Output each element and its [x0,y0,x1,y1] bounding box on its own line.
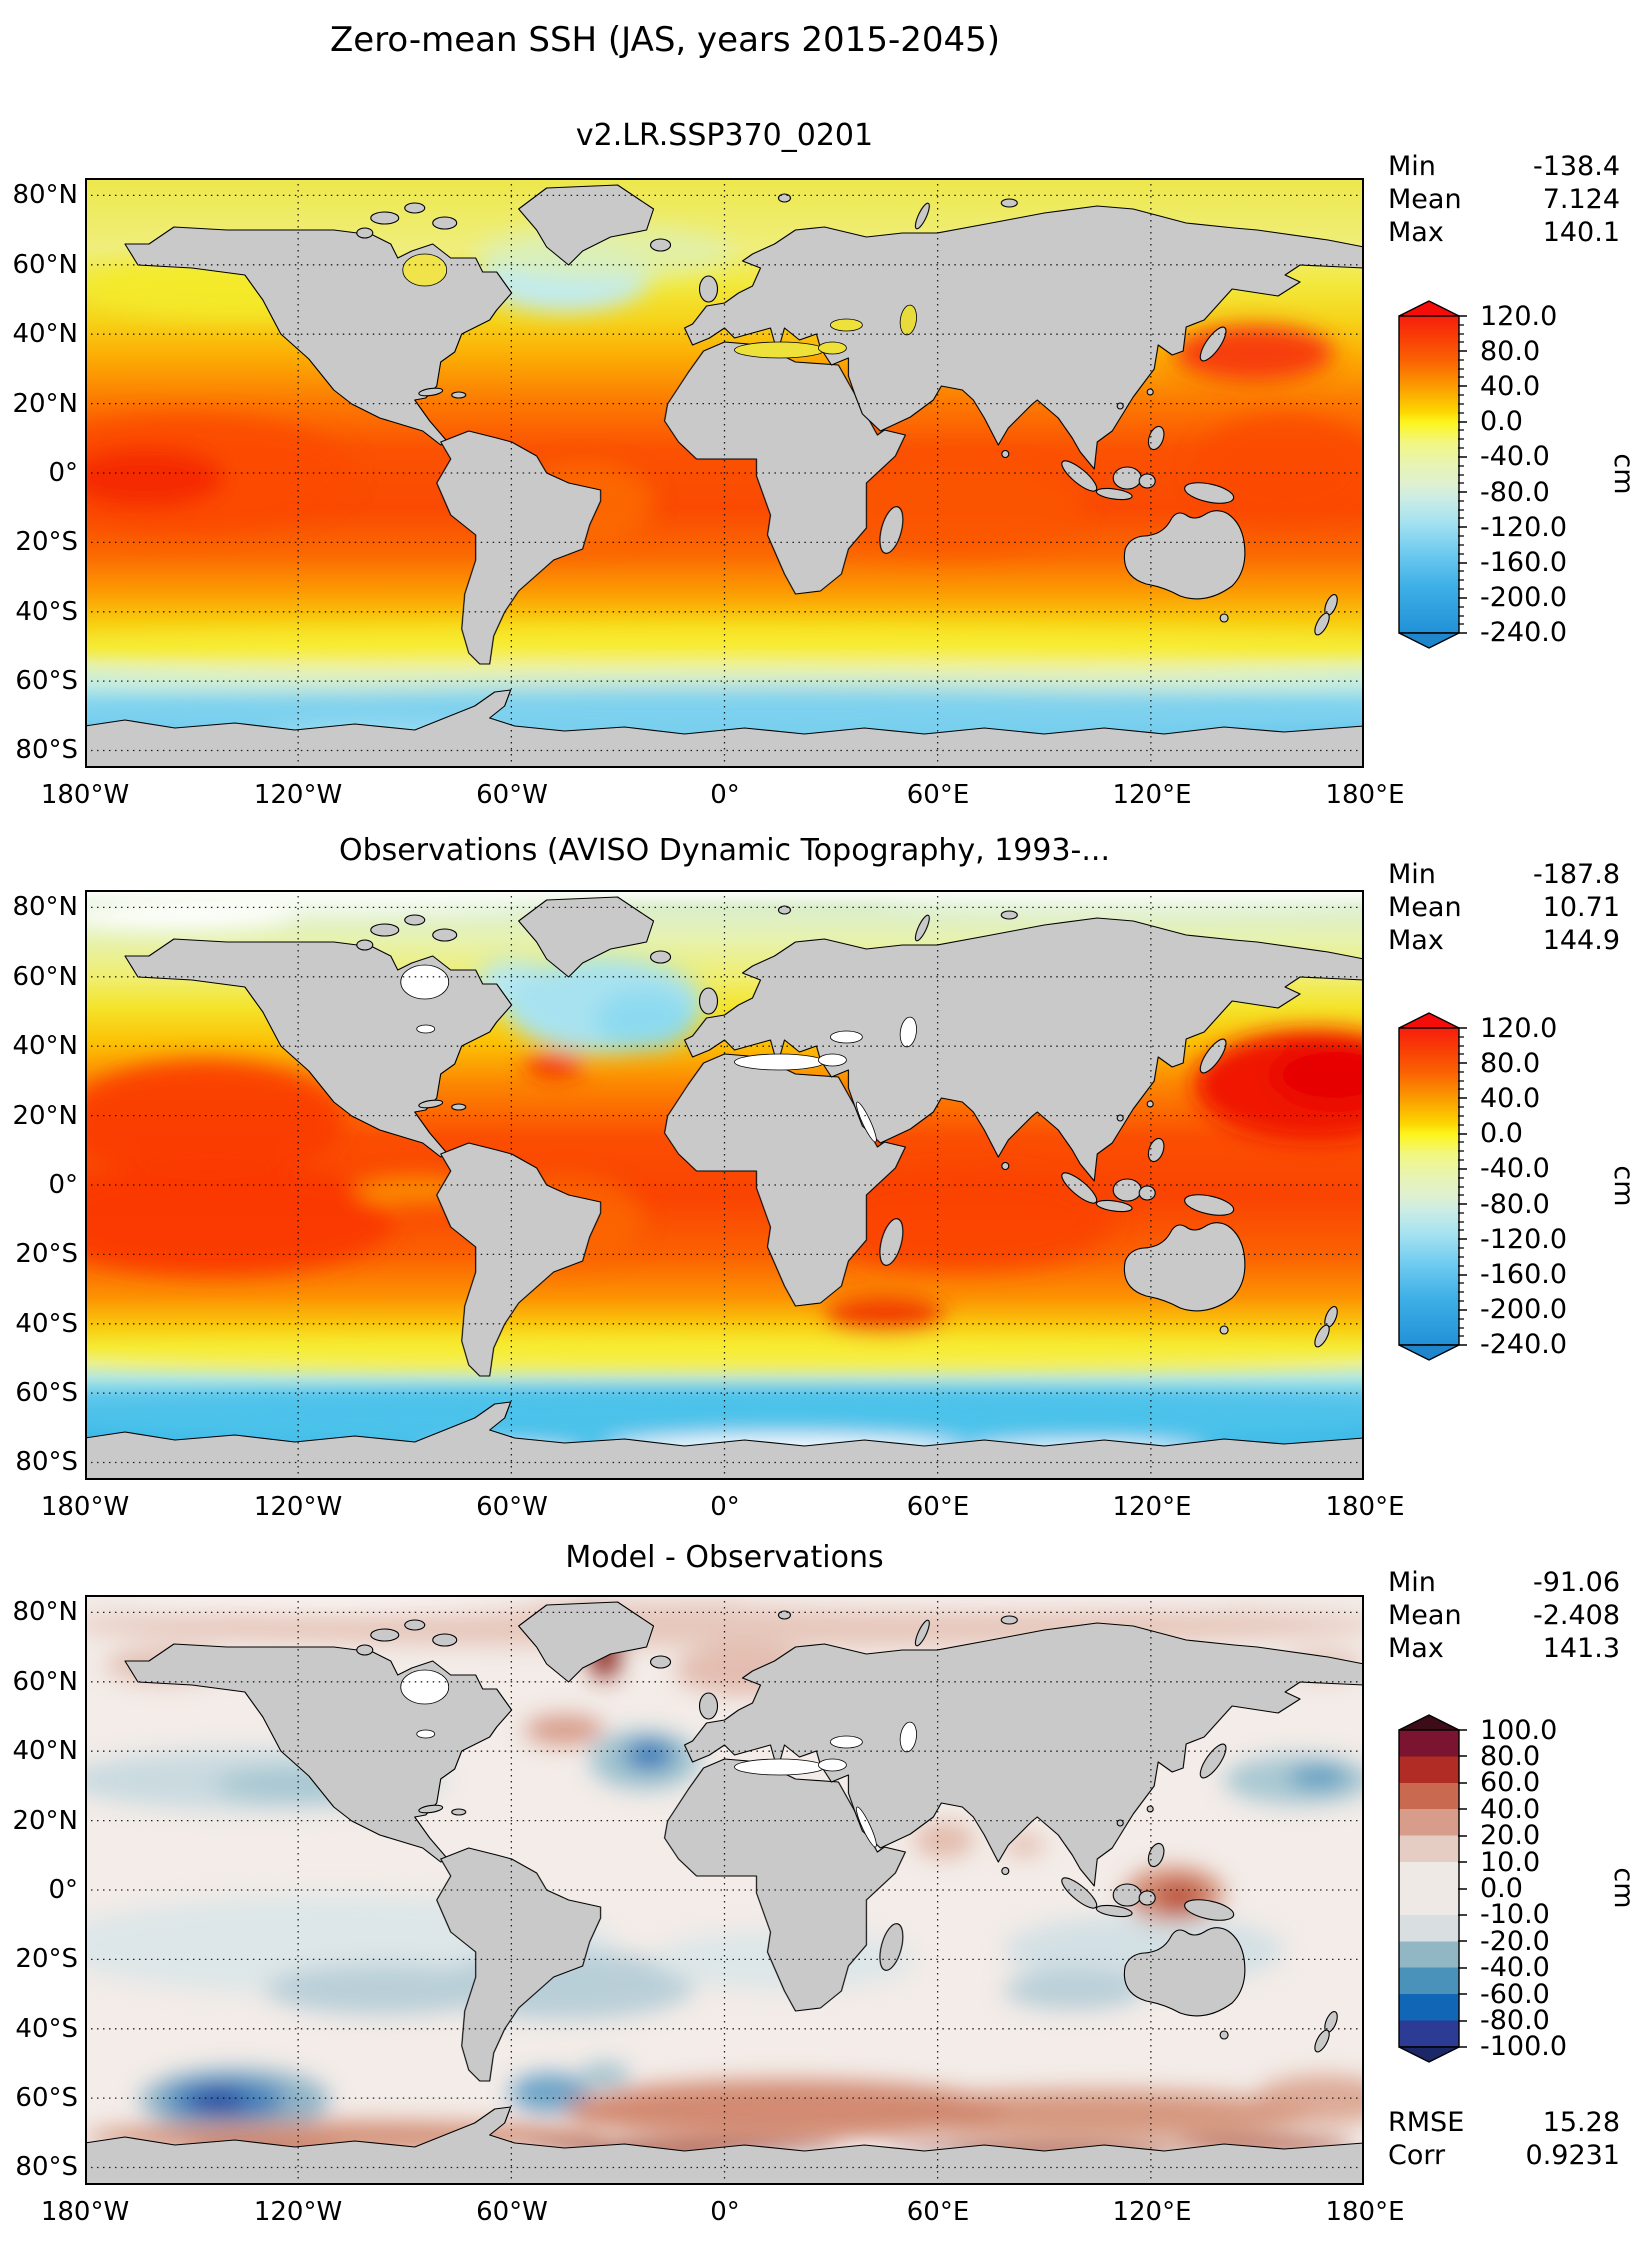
stat-value: -2.408 [1532,1600,1620,1631]
colorbar-model [1398,300,1467,649]
x-tick: 60°E [906,2197,970,2227]
x-tick: 180°E [1325,2197,1405,2227]
figure-title: Zero-mean SSH (JAS, years 2015-2045) [329,20,1001,60]
metric-value: 0.9231 [1525,2140,1620,2171]
stat-label: Mean [1388,184,1462,215]
stat-label: Max [1388,925,1444,956]
map-frame [85,1595,1364,2185]
y-tick: 20°S [15,1239,78,1269]
stats-model: Min -138.4 Mean 7.124 Max 140.1 [1388,150,1620,249]
inland-seas [400,964,917,1143]
stat-label: Max [1388,217,1444,248]
stat-value: -187.8 [1532,859,1620,890]
ssh-map-observations [85,890,1364,1480]
y-tick: 80°S [15,2152,78,2182]
panel-diff-title: Model - Observations [565,1540,884,1575]
y-tick: 60°N [12,250,78,280]
x-tick: 60°W [476,780,548,810]
colorbar-observations [1398,1012,1467,1361]
y-tick: 20°N [12,389,78,419]
x-tick: 120°W [253,780,343,810]
stat-value: 141.3 [1542,1633,1620,1664]
metric-label: Corr [1388,2140,1446,2171]
ssh-map-difference [85,1595,1364,2185]
stat-value: 140.1 [1542,217,1620,248]
x-tick: 120°W [253,2197,343,2227]
x-tick: 60°W [476,1492,548,1522]
ssh-map-model [85,178,1364,768]
y-tick: 80°S [15,735,78,765]
stat-label: Mean [1388,1600,1462,1631]
colorbar-model-labels: 120.0 80.0 40.0 0.0 -40.0 -80.0 -120.0 -… [1480,300,1568,649]
y-tick: 40°N [12,1031,78,1061]
x-tick: 0° [710,1492,740,1522]
x-tick: 180°E [1325,780,1405,810]
y-tick: 0° [48,458,78,488]
map-frame [85,178,1364,768]
y-tick: 40°N [12,1736,78,1766]
stats-difference: Min -91.06 Mean -2.408 Max 141.3 [1388,1566,1620,1665]
y-tick: 0° [48,1875,78,1905]
y-tick: 20°S [15,1944,78,1974]
x-tick: 180°W [40,2197,130,2227]
y-tick: 60°S [15,1378,78,1408]
y-tick: 80°S [15,1447,78,1477]
y-tick: 0° [48,1170,78,1200]
x-tick: 60°E [906,780,970,810]
x-tick: 60°E [906,1492,970,1522]
stat-value: 7.124 [1542,184,1620,215]
stat-label: Mean [1388,892,1462,923]
y-tick: 20°N [12,1101,78,1131]
colorbar-observations-unit: cm [1608,1165,1639,1207]
inland-seas [402,253,917,359]
y-tick: 80°N [12,892,78,922]
map-frame [85,890,1364,1480]
x-tick: 180°W [40,780,130,810]
colorbar-difference-labels: 100.0 80.0 60.0 40.0 20.0 10.0 0.0 -10.0… [1480,1714,1568,2063]
x-tick: 180°E [1325,1492,1405,1522]
x-tick: 0° [710,2197,740,2227]
y-tick: 60°N [12,962,78,992]
stat-value: -138.4 [1532,151,1620,182]
y-tick: 40°S [15,1309,78,1339]
metric-label: RMSE [1388,2107,1465,2138]
stat-label: Max [1388,1633,1444,1664]
stat-label: Min [1388,1567,1436,1598]
y-tick: 40°N [12,319,78,349]
x-tick: 120°W [253,1492,343,1522]
y-tick: 20°N [12,1806,78,1836]
stat-value: 144.9 [1542,925,1620,956]
stat-label: Min [1388,151,1436,182]
stat-value: -91.06 [1532,1567,1620,1598]
colorbar-difference [1398,1714,1467,2063]
x-tick: 0° [710,780,740,810]
y-tick: 80°N [12,1597,78,1627]
y-tick: 40°S [15,597,78,627]
y-tick: 80°N [12,180,78,210]
metric-value: 15.28 [1542,2107,1620,2138]
metrics-difference: RMSE 15.28 Corr 0.9231 [1388,2106,1620,2172]
panel-model-title: v2.LR.SSP370_0201 [575,118,874,153]
y-tick: 60°S [15,666,78,696]
stat-value: 10.71 [1542,892,1620,923]
inland-seas [400,1669,917,1848]
y-tick: 60°N [12,1667,78,1697]
panel-obs-title: Observations (AVISO Dynamic Topography, … [339,833,1110,868]
y-tick: 40°S [15,2014,78,2044]
colorbar-difference-unit: cm [1608,1867,1639,1909]
stat-label: Min [1388,859,1436,890]
stats-observations: Min -187.8 Mean 10.71 Max 144.9 [1388,858,1620,957]
x-tick: 60°W [476,2197,548,2227]
x-tick: 120°E [1112,2197,1192,2227]
colorbar-model-unit: cm [1608,453,1639,495]
x-tick: 180°W [40,1492,130,1522]
x-tick: 120°E [1112,780,1192,810]
x-tick: 120°E [1112,1492,1192,1522]
y-tick: 60°S [15,2083,78,2113]
colorbar-observations-labels: 120.0 80.0 40.0 0.0 -40.0 -80.0 -120.0 -… [1480,1012,1568,1361]
y-tick: 20°S [15,527,78,557]
